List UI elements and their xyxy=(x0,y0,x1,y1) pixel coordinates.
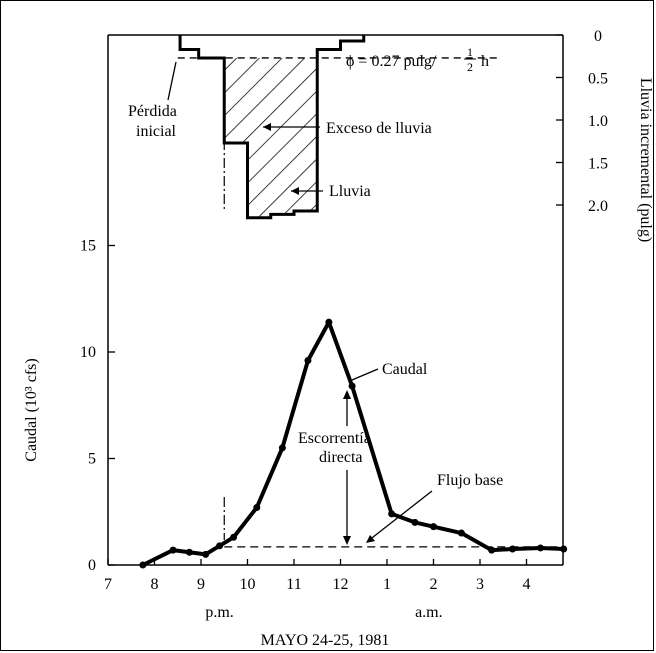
x-tick-label: 7 xyxy=(104,576,112,593)
axes xyxy=(107,34,564,566)
caudal-point xyxy=(488,546,496,554)
perdida-label-2: inicial xyxy=(136,123,177,140)
caudal-label: Caudal xyxy=(382,361,428,378)
exceso-arrowhead xyxy=(263,123,271,131)
lluvia-label: Lluvia xyxy=(329,183,371,200)
caudal-point xyxy=(139,561,147,569)
x-axis-title: MAYO 24-25, 1981 xyxy=(261,632,390,649)
y-tick-label: 5 xyxy=(88,451,96,468)
caudal-point xyxy=(202,550,210,558)
caudal-point xyxy=(230,533,238,541)
rain-hyetograph xyxy=(177,35,500,540)
caudal-point xyxy=(169,546,177,554)
caudal-point xyxy=(185,548,193,556)
phi-frac-num: 1 xyxy=(467,45,473,59)
caudal-point xyxy=(430,523,437,531)
caudal-point xyxy=(325,318,333,326)
flujo-base-pointer xyxy=(367,490,433,542)
caudal-point xyxy=(411,518,419,526)
x-tick-label: 8 xyxy=(151,576,159,593)
caudal-point xyxy=(253,503,261,511)
x-sublabel: p.m. xyxy=(205,604,233,621)
rain-excess-bar xyxy=(294,57,318,211)
caudal-point xyxy=(348,382,356,390)
rain-excess-bar xyxy=(224,57,248,143)
caudal-pointer xyxy=(351,368,379,381)
phi-suffix: h xyxy=(481,53,489,70)
rain-outline xyxy=(178,35,366,220)
caudal-point xyxy=(304,357,312,365)
y-axis-ticks: 0 5 10 15 xyxy=(80,238,115,574)
hydrograph xyxy=(139,318,568,569)
flujo-base-arrowhead xyxy=(366,535,375,543)
rain-tick-label: 0.5 xyxy=(588,71,608,88)
caudal-point xyxy=(457,529,465,537)
escorrentia-up-head xyxy=(343,390,351,399)
caudal-point xyxy=(278,444,286,452)
phi-label: ϕ = 0.27 pulg/ xyxy=(346,53,437,70)
x-tick-label: 11 xyxy=(286,576,301,593)
caudal-point xyxy=(560,545,568,553)
x-axis-ticks: 7 8 9 10 11 12 1 2 3 4p.m. a.m. xyxy=(104,559,531,621)
escorrentia-label-1: Escorrentía xyxy=(298,430,371,447)
y-tick-label: 10 xyxy=(80,344,96,361)
y-tick-label: 15 xyxy=(80,238,96,255)
exceso-label: Exceso de lluvia xyxy=(326,120,432,137)
x-sublabel: a.m. xyxy=(415,604,443,621)
x-tick-label: 12 xyxy=(333,576,349,593)
x-tick-label: 9 xyxy=(197,576,205,593)
rain-excess-bar xyxy=(247,57,271,218)
rain-tick-label: 2.0 xyxy=(588,198,608,215)
x-tick-label: 1 xyxy=(383,576,391,593)
rain-axis-title: Lluvia incremental (pulg) xyxy=(637,78,654,242)
rain-excess-bar xyxy=(270,57,294,215)
rain-tick-label: 1.0 xyxy=(588,113,608,130)
rain-axis-ticks: 0 0.5 1.0 1.5 2.0 xyxy=(556,28,608,215)
perdida-label-1: Pérdida xyxy=(128,103,177,120)
rain-tick-label: 0 xyxy=(594,28,602,45)
y-tick-label: 0 xyxy=(88,557,96,574)
escorrentia-label-2: directa xyxy=(319,449,363,466)
x-tick-label: 3 xyxy=(476,576,484,593)
flujo-base-label: Flujo base xyxy=(437,472,503,489)
perdida-pointer xyxy=(167,61,177,101)
annotations: ϕ = 0.27 pulg/ 1 2 h Pérdida inicial Exc… xyxy=(128,45,503,545)
rain-tick-label: 1.5 xyxy=(588,156,608,173)
caudal-point xyxy=(388,510,396,518)
caudal-point xyxy=(216,542,224,550)
x-tick-label: 4 xyxy=(523,576,531,593)
lluvia-arrowhead xyxy=(291,187,299,195)
phi-frac-den: 2 xyxy=(467,60,473,74)
caudal-point xyxy=(536,544,544,552)
escorrentia-down-head xyxy=(343,536,351,545)
x-tick-label: 2 xyxy=(430,576,438,593)
y-axis-title: Caudal (10³ cfs) xyxy=(23,358,40,461)
x-tick-label: 10 xyxy=(240,576,256,593)
